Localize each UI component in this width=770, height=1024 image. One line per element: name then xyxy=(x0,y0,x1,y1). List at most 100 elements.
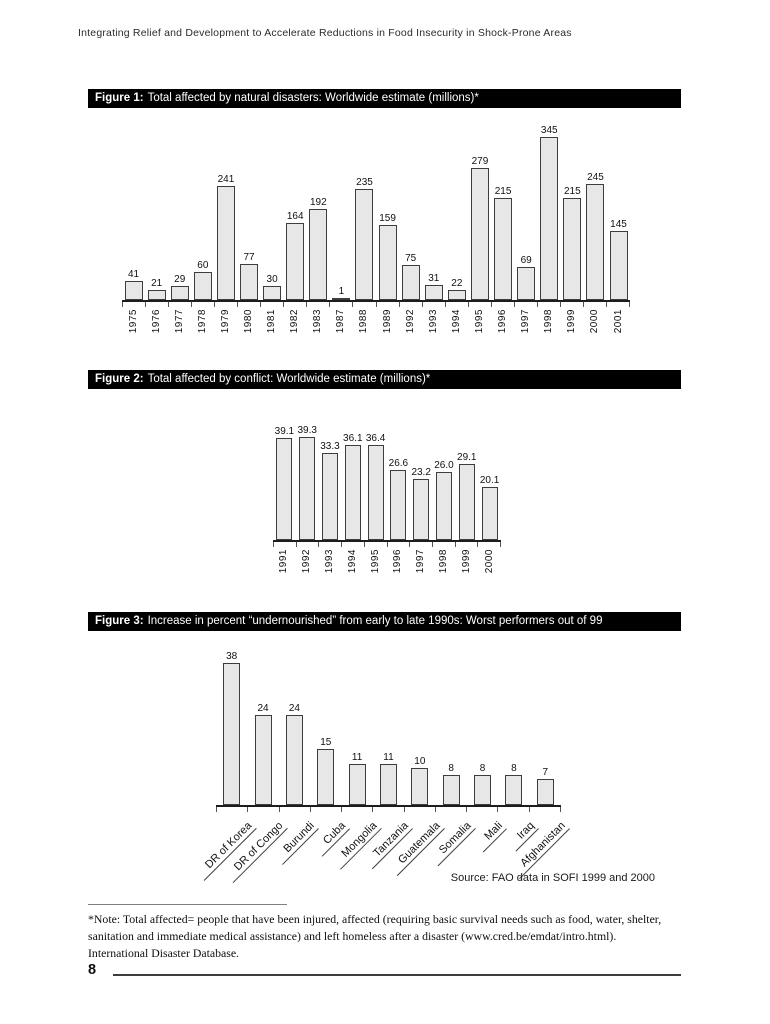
x-tick-label: 2001 xyxy=(612,309,624,334)
bar-value-label: 20.1 xyxy=(479,475,500,486)
bar xyxy=(147,290,166,300)
x-axis-labels: DR of Korea DR of Congo Burundi Cuba Mongoli… xyxy=(194,812,570,904)
bar-value-label: 29 xyxy=(174,274,186,285)
bar-group: 215 xyxy=(561,186,584,300)
bar-value-label: 31 xyxy=(428,273,440,284)
figure3-caption: Figure 3: Increase in percent “undernouri… xyxy=(88,612,681,631)
bar xyxy=(401,265,420,300)
bar-value-label: 159 xyxy=(379,213,396,224)
bar-value-label: 75 xyxy=(405,253,417,264)
x-axis-ticks xyxy=(216,807,561,812)
bar xyxy=(193,272,212,300)
tick xyxy=(363,542,387,547)
bar xyxy=(379,764,397,805)
bar-value-label: 69 xyxy=(520,255,532,266)
bar xyxy=(285,715,303,805)
x-tick-label: 1998 xyxy=(437,549,449,574)
x-tick-label: 1997 xyxy=(520,309,532,334)
bar-group: 159 xyxy=(376,213,399,300)
bar-value-label: 164 xyxy=(286,211,304,222)
figure2-caption: Figure 2: Total affected by conflict: Wor… xyxy=(88,370,681,389)
x-tick-label: Mali xyxy=(473,819,508,853)
bar-value-label: 279 xyxy=(471,156,489,167)
x-axis-labels: 1975 1976 1977 1978 1979 1980 1981 1982 1983 1987… xyxy=(122,309,630,351)
x-tick-label: 1977 xyxy=(173,309,185,334)
tick xyxy=(398,302,422,307)
bar-value-label: 36.4 xyxy=(365,433,386,444)
bar xyxy=(474,775,492,805)
bar-group: 29 xyxy=(168,274,191,300)
bar xyxy=(240,264,259,300)
x-tick-label: 2000 xyxy=(589,309,601,334)
x-tick-label: 1980 xyxy=(243,309,255,334)
footer-rule xyxy=(113,974,681,976)
bar xyxy=(344,445,361,540)
bar-value-label: 8 xyxy=(479,763,486,774)
bar-group: 8 xyxy=(467,763,498,805)
bar-group: 192 xyxy=(307,197,330,300)
bar-group: 36.4 xyxy=(364,433,387,540)
tick xyxy=(122,302,145,307)
bar xyxy=(321,453,338,540)
bar-value-label: 1 xyxy=(338,286,345,297)
bar-group: 241 xyxy=(214,174,237,300)
bar-group: 24 xyxy=(279,703,310,805)
bar-group: 15 xyxy=(310,737,341,805)
bar xyxy=(276,438,293,540)
bar-group: 26.0 xyxy=(433,460,456,540)
figure1-caption: Figure 1: Total affected by natural disas… xyxy=(88,89,681,108)
bar-group: 69 xyxy=(515,255,538,300)
bar-value-label: 245 xyxy=(587,172,604,183)
bar-group: 39.3 xyxy=(296,425,319,540)
x-tick-label: 1996 xyxy=(392,549,404,574)
bar xyxy=(447,290,466,300)
bar-group: 77 xyxy=(237,252,260,300)
footnote-text: *Note: Total affected= people that have … xyxy=(88,912,662,960)
x-axis-ticks xyxy=(273,542,501,547)
bar-value-label: 38 xyxy=(226,651,238,662)
bar-value-label: 11 xyxy=(351,752,363,763)
tick xyxy=(168,302,191,307)
bar xyxy=(540,137,559,300)
tick xyxy=(490,302,514,307)
bar-group: 38 xyxy=(216,651,247,805)
x-tick-label: 1995 xyxy=(369,549,381,574)
bar xyxy=(390,470,407,540)
bar-value-label: 8 xyxy=(511,763,517,774)
bar-group: 145 xyxy=(607,219,630,300)
bar-value-label: 235 xyxy=(356,177,373,188)
bar xyxy=(309,209,328,300)
x-tick-label: 1999 xyxy=(460,549,472,574)
x-tick-label: 1997 xyxy=(415,549,427,574)
x-tick-label: 1999 xyxy=(566,309,578,334)
tick xyxy=(467,302,491,307)
bar-group: 39.1 xyxy=(273,426,296,540)
bar xyxy=(481,487,498,540)
x-tick-label: 2000 xyxy=(483,549,495,574)
fig3-plot-area: 38 24 24 15 11 11 10 8 8 8 7 xyxy=(216,647,561,807)
tick xyxy=(372,807,403,812)
tick xyxy=(237,302,260,307)
bar-group: 11 xyxy=(373,752,404,805)
bar-value-label: 23.2 xyxy=(411,467,431,478)
tick xyxy=(466,807,497,812)
figure1-caption-label: Figure 1: xyxy=(95,92,144,104)
bar xyxy=(424,285,443,300)
bar-value-label: 241 xyxy=(217,174,235,185)
fig1-plot-area: 41 21 29 60 241 77 30 164 192 1 235 159 75 31 22 279 215… xyxy=(122,121,630,302)
tick xyxy=(283,302,306,307)
tick xyxy=(273,542,296,547)
tick xyxy=(214,302,237,307)
x-tick-label: 1995 xyxy=(473,309,485,334)
tick xyxy=(421,302,445,307)
tick xyxy=(513,302,537,307)
bar-group: 8 xyxy=(436,763,467,805)
figure2-caption-text: Total affected by conflict: Worldwide es… xyxy=(147,373,431,385)
bar xyxy=(124,281,143,300)
bar xyxy=(505,775,523,805)
bar xyxy=(411,768,429,805)
bar xyxy=(470,168,489,300)
x-tick-label: 1979 xyxy=(219,309,231,334)
bar-value-label: 60 xyxy=(197,260,209,271)
